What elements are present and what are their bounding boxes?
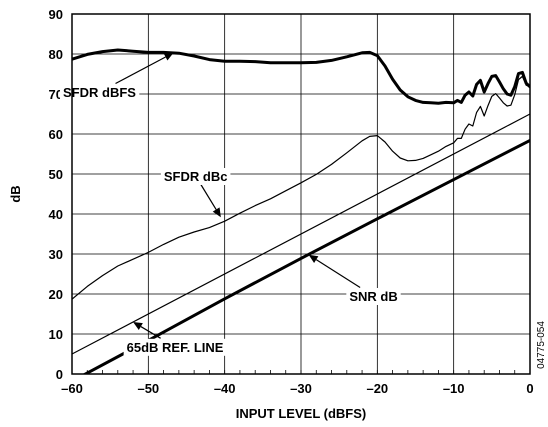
annotation-leader — [115, 56, 166, 85]
x-tick-label: 0 — [526, 381, 533, 396]
x-tick-label: –50 — [137, 381, 159, 396]
y-tick-label: 10 — [49, 327, 63, 342]
annotation-arrowhead — [163, 52, 174, 61]
annotation-leader — [140, 326, 161, 339]
y-tick-label: 70 — [49, 87, 63, 102]
x-tick-labels: –60 –50 –40 –30 –20 –10 0 — [61, 381, 533, 396]
annotation-arrowhead — [308, 254, 319, 264]
series-line-sfdr-dbc — [72, 75, 530, 300]
y-tick-label: 60 — [49, 127, 63, 142]
grid — [71, 14, 531, 374]
annotation-ref-line: 65dB REF. LINE — [123, 322, 227, 356]
y-tick-label: 80 — [49, 47, 63, 62]
annotation-label: SFDR dBc — [164, 169, 228, 184]
annotations: SFDR dBFS SFDR dBc SNR dB 65dB REF. LINE — [60, 52, 401, 356]
series-line-65db-ref-line — [72, 113, 530, 355]
x-axis-title: INPUT LEVEL (dBFS) — [236, 406, 366, 421]
y-tick-label: 90 — [49, 7, 63, 22]
annotation-label: 65dB REF. LINE — [127, 340, 224, 355]
x-tick-label: –30 — [290, 381, 312, 396]
y-tick-label: 50 — [49, 167, 63, 182]
plot-frame — [71, 13, 531, 375]
y-tick-labels: 0 10 20 30 40 50 60 70 80 90 — [49, 7, 63, 382]
x-tick-label: –20 — [366, 381, 388, 396]
x-tick-label: –60 — [61, 381, 83, 396]
annotation-label-bg — [160, 168, 231, 185]
y-tick-label: 40 — [49, 207, 63, 222]
annotation-label: SFDR dBFS — [63, 85, 136, 100]
x-tick-label: –10 — [443, 381, 465, 396]
annotation-snr-db: SNR dB — [308, 254, 401, 305]
annotation-label-bg — [346, 288, 401, 305]
annotation-arrowhead — [133, 322, 143, 331]
annotation-label: SNR dB — [349, 289, 397, 304]
annotation-label-bg — [123, 338, 227, 356]
annotation-arrowhead — [212, 207, 221, 218]
y-axis-title: dB — [8, 185, 23, 202]
y-tick-label: 20 — [49, 287, 63, 302]
annotation-sfdr-dbfs: SFDR dBFS — [60, 52, 174, 101]
annotation-leader — [200, 184, 217, 210]
y-tick-label: 0 — [56, 367, 63, 382]
annotation-leader — [315, 259, 361, 289]
y-tick-label: 30 — [49, 247, 63, 262]
annotation-label-bg — [60, 84, 140, 101]
figure-id: 04775-054 — [536, 321, 547, 369]
x-tick-label: –40 — [214, 381, 236, 396]
series-line-sfdr-dbfs — [72, 48, 530, 105]
annotation-sfdr-dbc: SFDR dBc — [160, 168, 231, 218]
